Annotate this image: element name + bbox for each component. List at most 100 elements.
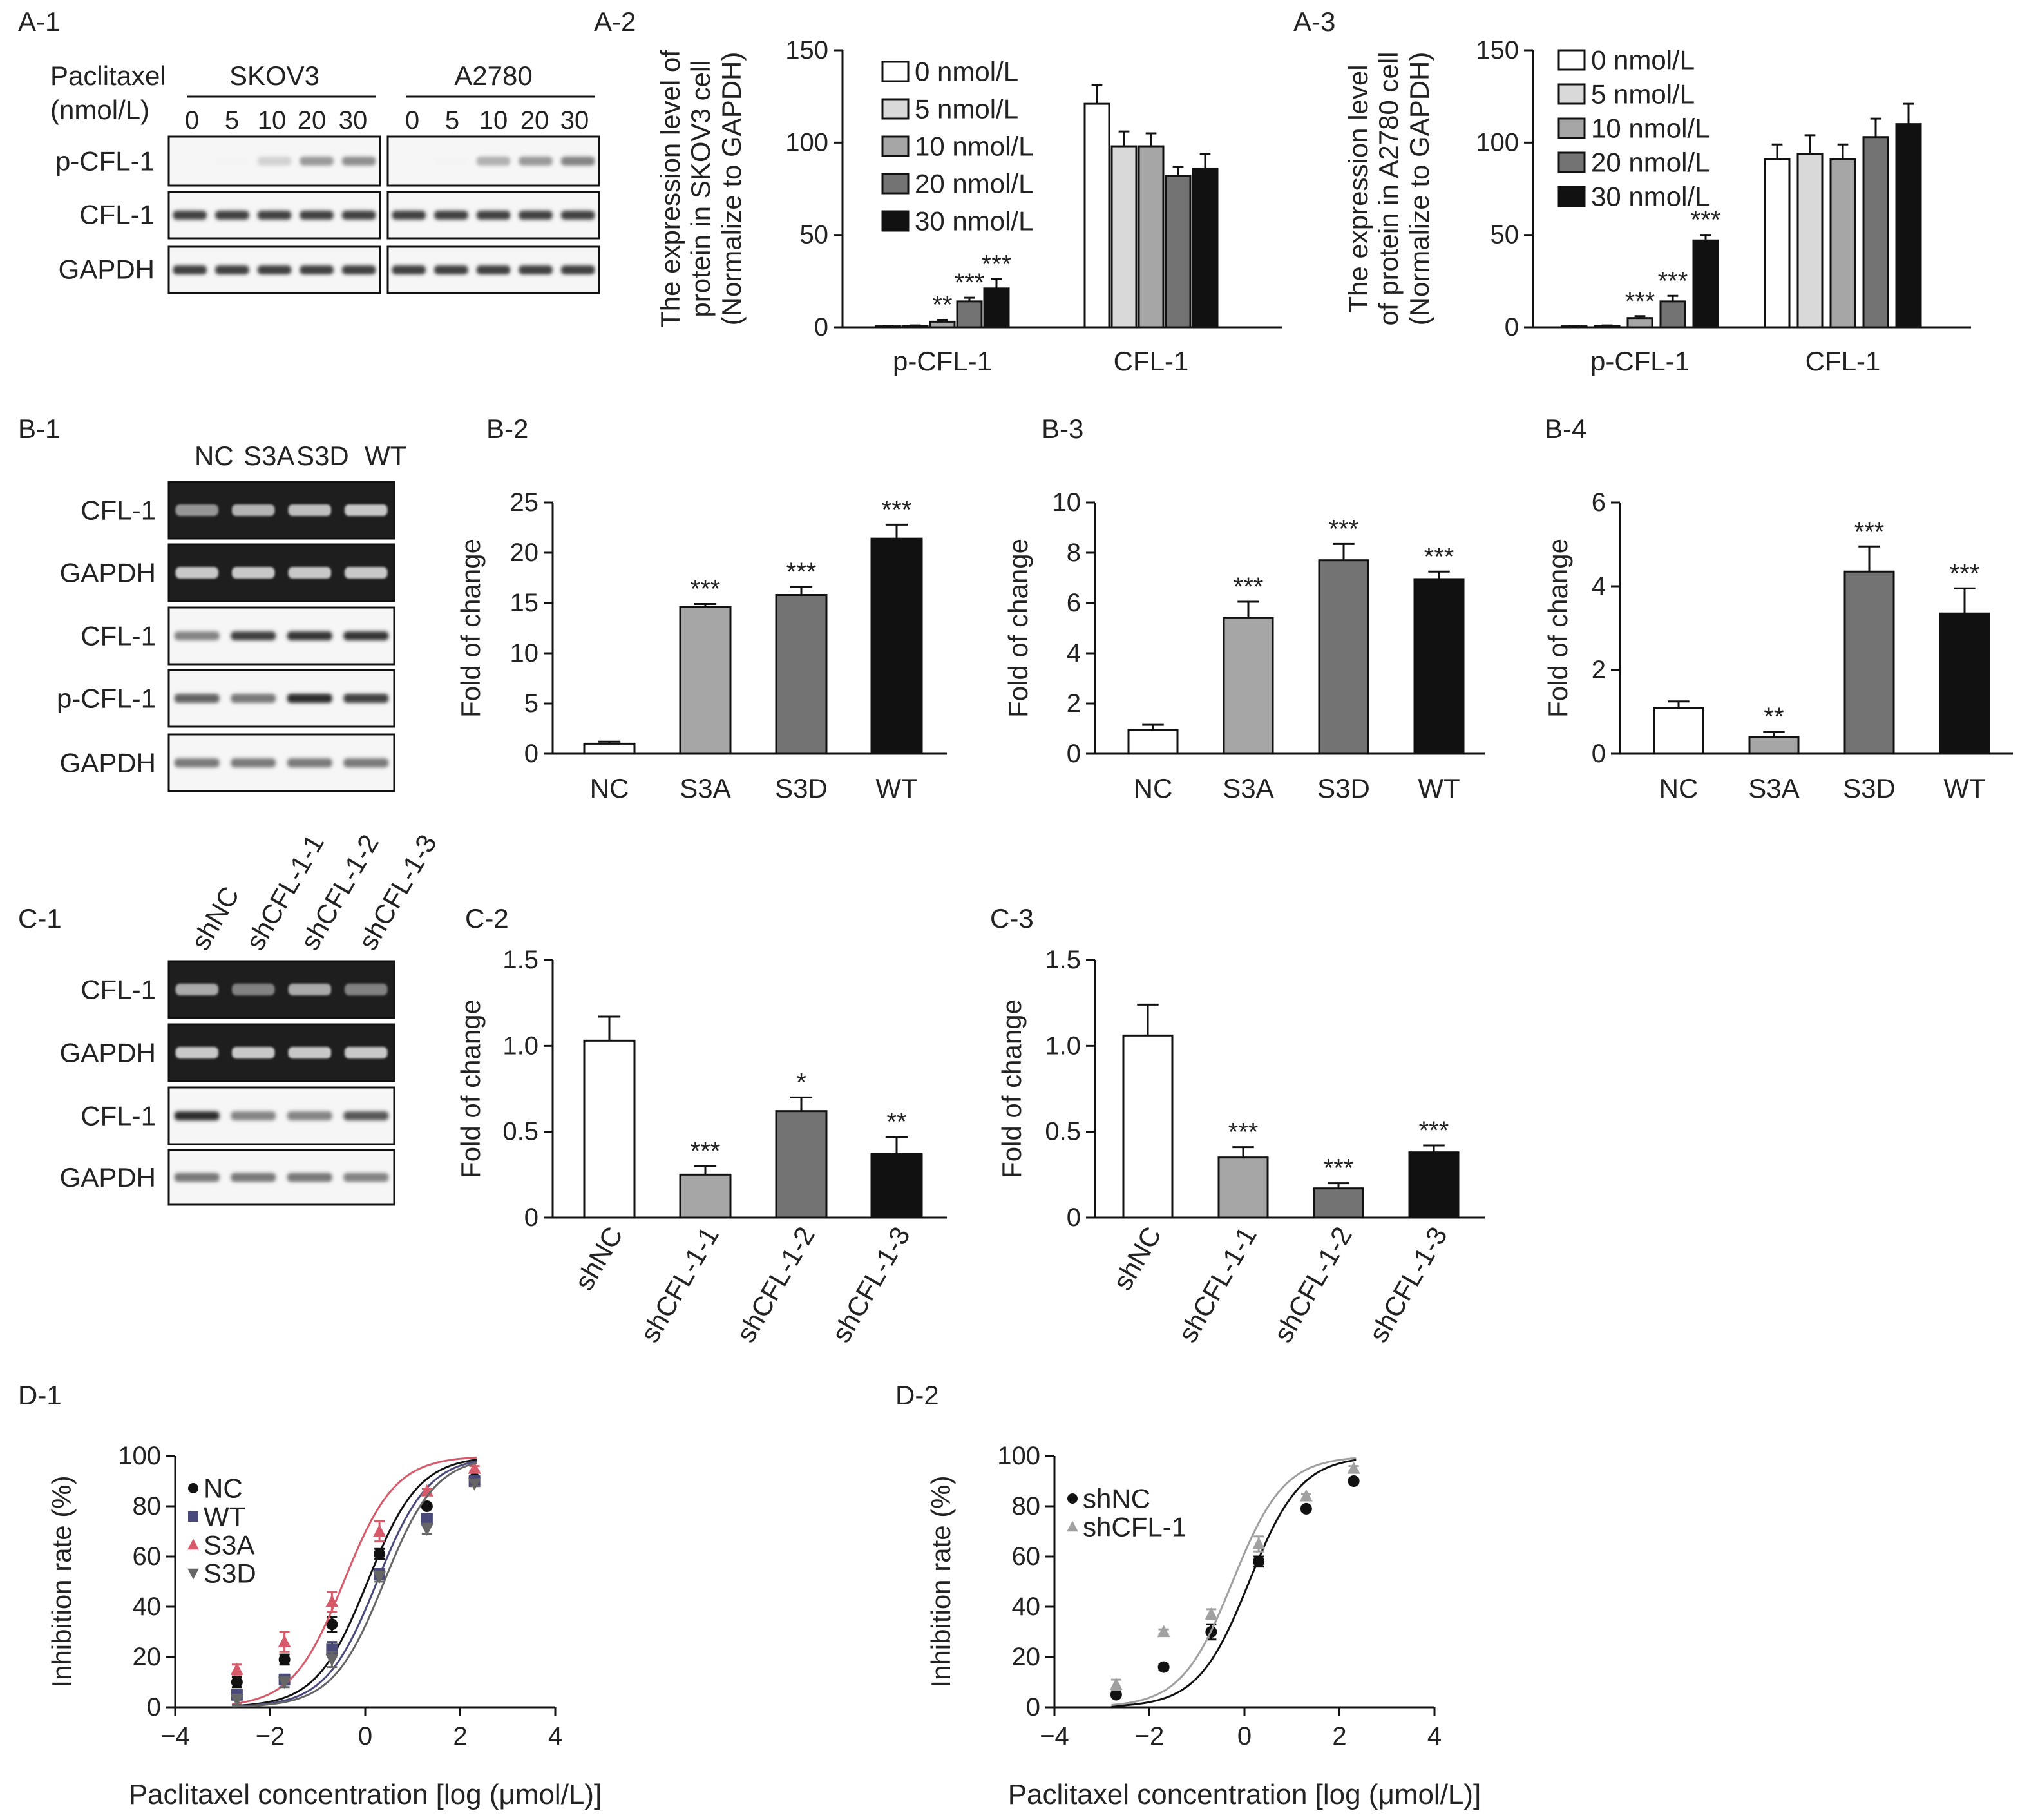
y-tick-label: 1.5 [1045,946,1081,974]
fit-curve [232,1460,477,1708]
lane-label: S3A [243,441,294,471]
category-label: WT [1418,773,1460,803]
significance-label: *** [982,250,1012,278]
band [215,211,249,220]
blot-header-label: Paclitaxel [50,61,166,91]
band [341,211,376,220]
bar [1862,136,1889,329]
bar [870,1153,923,1219]
band [343,631,389,640]
band [287,1111,332,1120]
x-tick-label: −4 [160,1722,190,1750]
y-tick-label: 4 [1592,572,1606,600]
category-label: S3A [680,773,730,803]
band [174,631,220,640]
band [476,157,511,166]
panel-label: C-1 [18,903,62,934]
y-axis-label: Fold of change [455,539,486,718]
data-point [230,1694,243,1707]
data-point [325,1595,339,1607]
panel-label: A-2 [594,6,636,37]
significance-label: *** [1658,267,1688,295]
y-tick-label: 150 [785,36,828,64]
category-label: CFL-1 [1805,346,1881,376]
legend-entry: 5 nmol/L [1591,79,1695,110]
band [232,984,275,995]
x-tick-label: −2 [1135,1722,1165,1750]
significance-label: *** [882,495,912,524]
lane-label: shNC [185,881,245,955]
band [215,265,249,274]
bar [1408,1151,1460,1219]
x-tick-label: 4 [1427,1722,1442,1750]
row-label: GAPDH [60,558,156,588]
legend-swatch [1557,49,1586,71]
panel-label: B-3 [1042,414,1083,444]
band [560,211,595,220]
y-axis-label: Fold of change [996,999,1027,1178]
bar [775,1110,828,1219]
category-label: shCFL-1-2 [1268,1221,1358,1347]
y-tick-label: 10 [1053,488,1081,517]
y-tick-label: 100 [1476,128,1519,157]
bar [775,594,828,755]
y-tick-label: 80 [1012,1492,1041,1520]
category-label: NC [590,773,629,803]
lane-label: 10 [258,106,287,135]
lane-label: 0 [405,106,419,135]
y-axis-label: of protein in A2780 cell [1373,52,1404,326]
bar [1122,1034,1174,1219]
band [174,1173,220,1182]
data-point [421,1500,433,1512]
y-axis-label: Inhibition rate (%) [926,1475,956,1687]
data-point [420,1524,433,1536]
category-label: NC [1134,773,1173,803]
y-axis-label: (Normalize to GAPDH) [1404,52,1434,326]
y-tick-label: 100 [118,1442,161,1470]
significance-label: *** [1625,287,1655,316]
data-point [1348,1475,1360,1487]
lane-label: 20 [520,106,549,135]
band [345,984,388,995]
y-tick-label: 40 [133,1593,162,1621]
x-tick-label: 2 [1332,1722,1346,1750]
y-tick-label: 80 [133,1492,162,1520]
legend-entry: 30 nmol/L [1591,182,1710,212]
band [392,211,426,220]
x-tick-label: −2 [256,1722,285,1750]
bar [583,742,636,755]
legend-entry: shNC [1083,1484,1150,1514]
band [174,1111,220,1120]
band [519,157,553,166]
row-label: GAPDH [60,748,156,778]
significance-label: ** [886,1108,906,1136]
y-tick-label: 10 [510,639,539,667]
bar [1764,158,1791,329]
significance-label: *** [691,575,721,604]
band [288,984,331,995]
band [300,157,334,166]
significance-label: *** [1950,559,1980,588]
legend-swatch [1557,151,1586,173]
data-point [1109,1678,1123,1690]
row-label: GAPDH [60,1162,156,1193]
lane-label: 5 [225,106,239,135]
band [175,1047,218,1058]
data-point [1347,1461,1360,1474]
y-tick-label: 0 [814,313,828,341]
chart-a-2: A-2 0 50 100 150 The expression level of prote… [594,6,1282,376]
data-point [1252,1537,1266,1549]
band [434,157,468,166]
row-label: CFL-1 [81,975,156,1005]
chart-d-2: D-2 0 20 40 60 80 100 −4 −2 0 2 4 Inhibition rate (%… [895,1380,1481,1810]
panel-label: D-1 [18,1380,62,1410]
data-point [421,1513,433,1525]
fit-curve [1111,1457,1357,1706]
lane-label: 30 [560,106,589,135]
y-tick-label: 60 [133,1542,162,1571]
panel-label: A-3 [1293,6,1335,37]
data-point [1299,1489,1313,1502]
y-tick-label: 50 [1491,221,1519,249]
band [519,211,553,220]
x-axis-label: Paclitaxel concentration [log (μmol/L)] [129,1779,602,1810]
